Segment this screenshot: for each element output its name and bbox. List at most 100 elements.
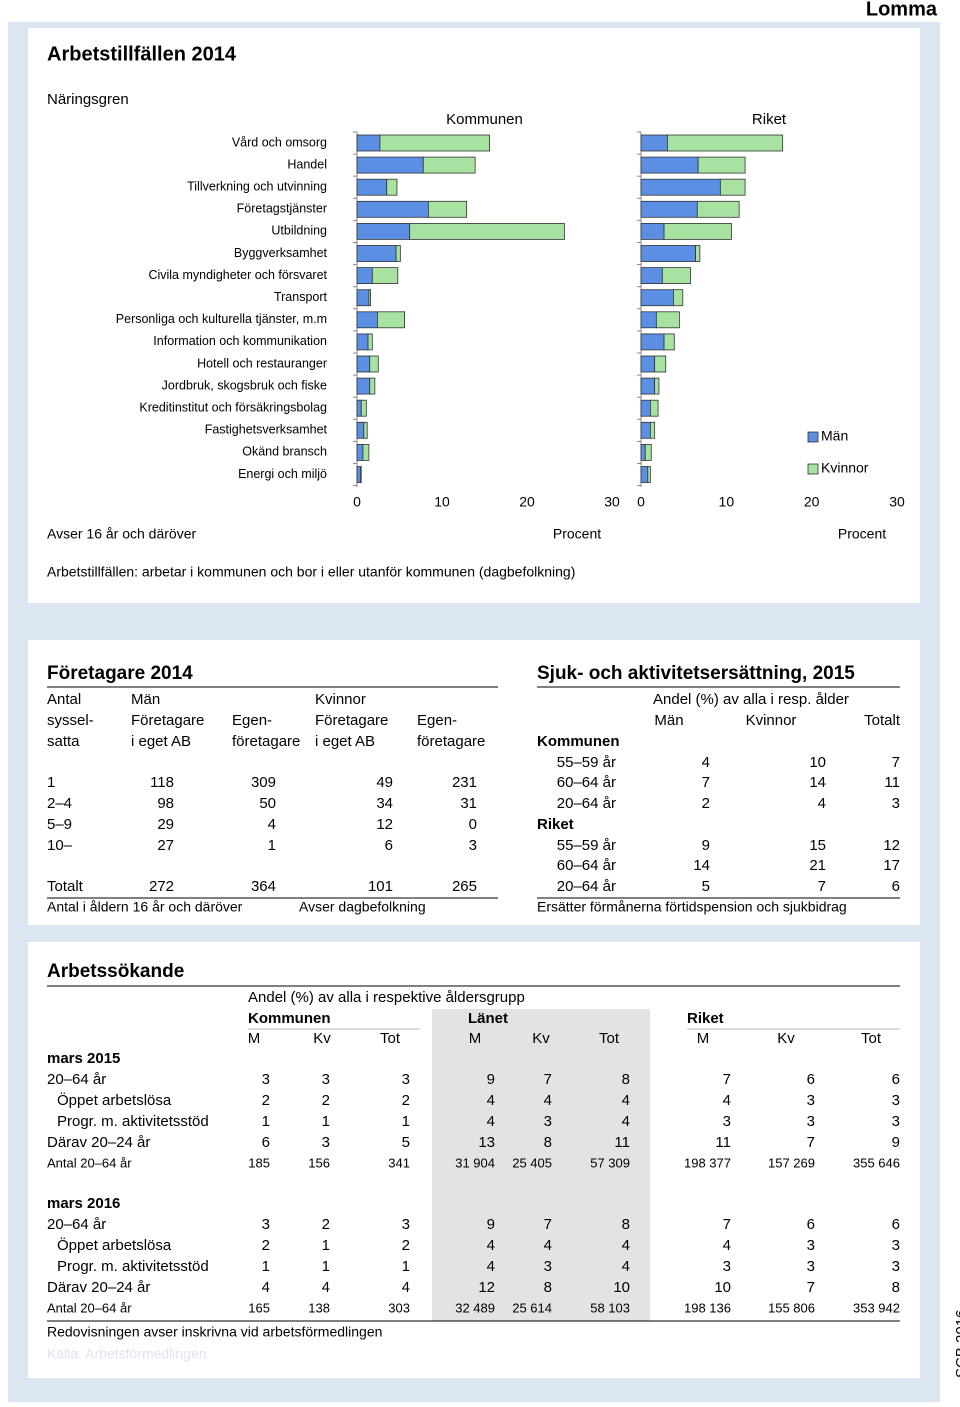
table-cell: 3 [807, 1237, 815, 1254]
table-cell: 3 [469, 837, 477, 854]
table-cell: 4 [702, 754, 710, 771]
table-cell: 3 [807, 1092, 815, 1109]
table-title: Sjuk- och aktivitetsersättning, 2015 [537, 663, 855, 684]
bar-segment [356, 421, 365, 439]
column-header: M [469, 1030, 482, 1047]
table-cell: 3 [322, 1071, 330, 1088]
bar-segment [356, 200, 429, 218]
table-cell: 13 [478, 1134, 495, 1151]
table-cell: 49 [376, 774, 393, 791]
table-cell: 3 [892, 1092, 900, 1109]
table-cell: 7 [892, 754, 900, 771]
table-cell: 355 646 [853, 1155, 900, 1170]
table-cell: 272 [149, 878, 174, 895]
table-cell: 4 [544, 1092, 552, 1109]
category-label: Hotell och restauranger [197, 356, 327, 370]
bar-segment [409, 222, 565, 240]
table-cell: 4 [268, 816, 276, 833]
x-tick-label: 0 [353, 494, 361, 510]
bar-segment [359, 466, 362, 483]
table-cell: 3 [262, 1071, 270, 1088]
table-cell: 4 [622, 1237, 630, 1254]
table-title: Arbetssökande [47, 961, 184, 982]
row-label: Därav 20–24 år [47, 1134, 150, 1151]
table-cell: 14 [809, 774, 826, 791]
chart-subtitle: Näringsgren [47, 91, 129, 108]
table-note: Antal i åldern 16 år och däröver [47, 899, 243, 915]
x-tick-label: 10 [719, 494, 735, 510]
bar-segment [360, 399, 367, 417]
table-cell: 31 [460, 795, 477, 812]
table-cell: 12 [376, 816, 393, 833]
category-label: Utbildning [271, 224, 327, 238]
table-cell: 4 [723, 1092, 731, 1109]
legend-swatch [807, 463, 819, 475]
column-header: Egen- [417, 712, 457, 729]
table-cell: 31 904 [455, 1155, 495, 1170]
table-cell: 3 [892, 1258, 900, 1275]
table-cell: 60–64 år [557, 857, 616, 874]
table-cell: 32 489 [455, 1300, 495, 1315]
table-cell: 25 405 [512, 1155, 552, 1170]
table-cell: 6 [262, 1134, 270, 1151]
table-cell: 6 [892, 1071, 900, 1088]
column-header: företagare [232, 733, 300, 750]
publisher-mark: SCB 2016 [953, 1310, 960, 1378]
table-cell: 55–59 år [557, 837, 616, 854]
category-label: Byggverksamhet [234, 246, 328, 260]
table-cell: 3 [544, 1258, 552, 1275]
table-cell: 3 [807, 1113, 815, 1130]
column-header: Tot [599, 1030, 620, 1047]
table-cell: 7 [702, 774, 710, 791]
table-cell: 6 [807, 1216, 815, 1233]
table-cell: 4 [544, 1237, 552, 1254]
column-header: M [697, 1030, 710, 1047]
bar-segment [386, 178, 398, 196]
column-header: Företagare [315, 712, 388, 729]
table-cell: 4 [262, 1279, 270, 1296]
bar-segment [356, 311, 378, 329]
table-cell: 10 [714, 1279, 731, 1296]
column-header: Tot [861, 1030, 882, 1047]
category-label: Personliga och kulturella tjänster, m.m [116, 312, 327, 326]
category-label: Transport [274, 290, 328, 304]
table-cell: 10– [47, 837, 73, 854]
bar-segment [667, 134, 784, 152]
table-cell: 156 [308, 1155, 330, 1170]
row-label: Antal 20–64 år [47, 1300, 132, 1315]
table-cell: 11 [614, 1134, 630, 1151]
bar-segment [663, 222, 732, 240]
table-cell: 4 [487, 1092, 495, 1109]
bar-segment [640, 267, 663, 285]
bar-segment [356, 156, 424, 174]
bar-segment [369, 355, 379, 373]
table-cell: 12 [478, 1279, 495, 1296]
row-label: Progr. m. aktivitetsstöd [57, 1258, 209, 1275]
axis-label: Procent [553, 526, 601, 542]
column-header: Antal [47, 691, 81, 708]
row-label: 20–64 år [47, 1071, 106, 1088]
bar-segment [696, 200, 740, 218]
table-cell: 4 [487, 1113, 495, 1130]
bar-segment [655, 311, 680, 329]
bar-segment [644, 443, 652, 461]
bar-segment [356, 245, 397, 262]
table-cell: 7 [544, 1216, 552, 1233]
table-cell: 7 [723, 1071, 731, 1088]
card [28, 28, 920, 603]
bar-segment [640, 245, 697, 262]
table-cell: 25 614 [512, 1300, 552, 1315]
bar-segment [376, 311, 405, 329]
bar-segment [379, 134, 491, 152]
table-cell: 5 [402, 1134, 410, 1151]
bar-segment [654, 377, 660, 395]
table-cell: 4 [622, 1092, 630, 1109]
table-cell: Totalt [47, 878, 84, 895]
table-cell: 2–4 [47, 795, 72, 812]
column-header: syssel- [47, 712, 94, 729]
bar-segment [356, 134, 381, 152]
table-cell: 341 [388, 1155, 410, 1170]
table-cell: 165 [248, 1300, 270, 1315]
bar-segment [654, 355, 667, 373]
bar-segment [640, 222, 665, 240]
